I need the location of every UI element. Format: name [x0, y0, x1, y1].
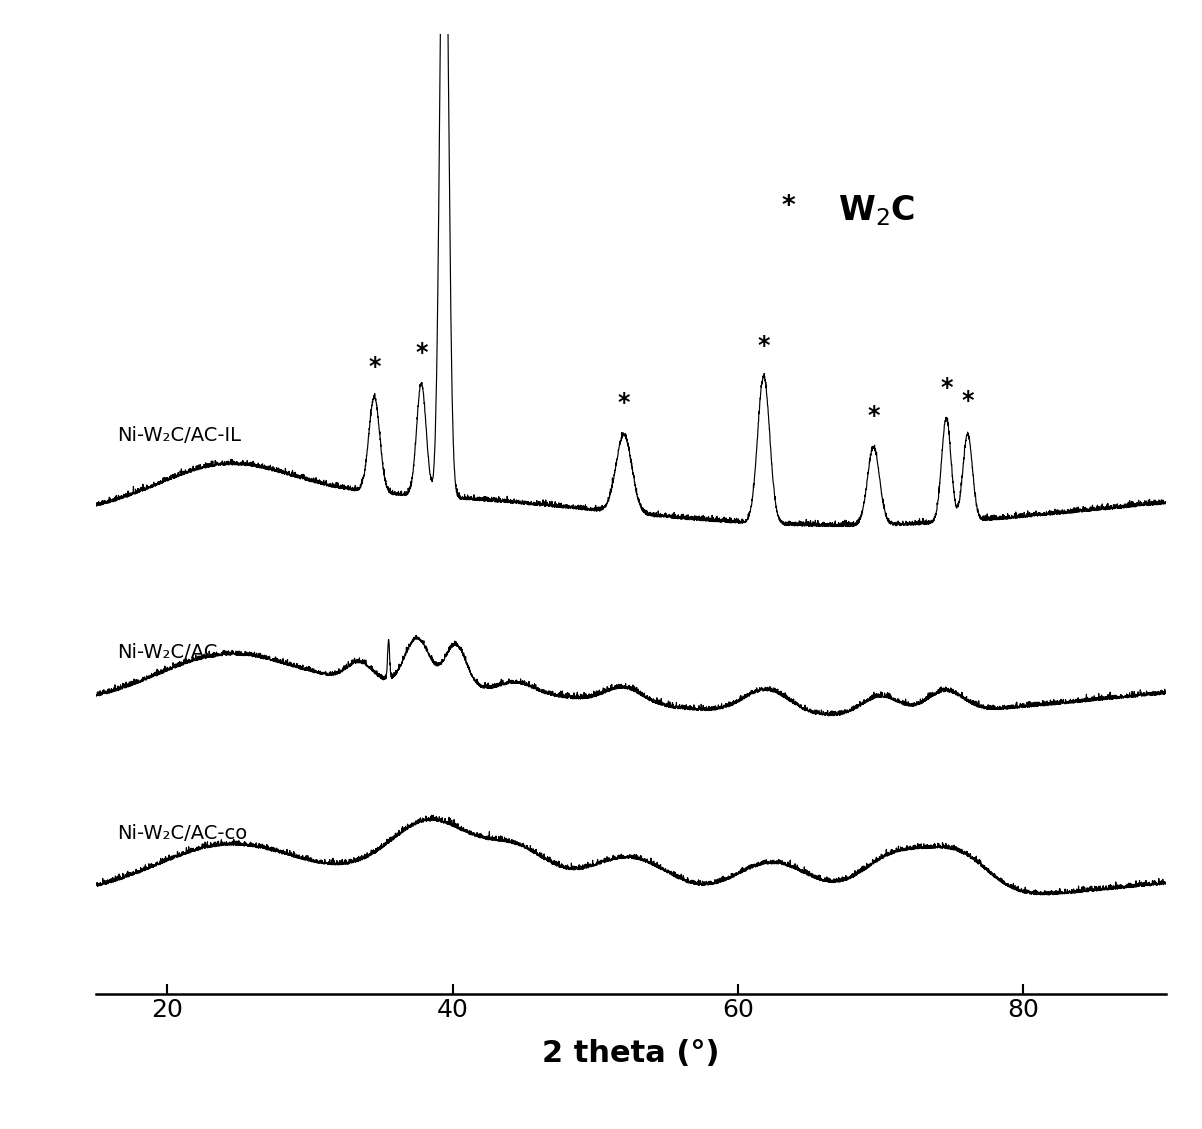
Text: *: *: [618, 392, 630, 415]
Text: Ni-W₂C/AC-IL: Ni-W₂C/AC-IL: [118, 427, 242, 445]
Text: *: *: [940, 376, 952, 400]
Text: Ni-W₂C/AC-co: Ni-W₂C/AC-co: [118, 824, 248, 843]
Text: *: *: [962, 390, 974, 413]
Text: *: *: [781, 194, 795, 220]
Text: *: *: [757, 334, 770, 358]
Text: Ni-W₂C/AC: Ni-W₂C/AC: [118, 642, 218, 662]
Text: *: *: [868, 404, 880, 428]
Text: *: *: [415, 341, 428, 365]
Text: *: *: [368, 356, 381, 379]
X-axis label: 2 theta (°): 2 theta (°): [542, 1039, 720, 1068]
Text: W$_2$C: W$_2$C: [838, 194, 915, 228]
